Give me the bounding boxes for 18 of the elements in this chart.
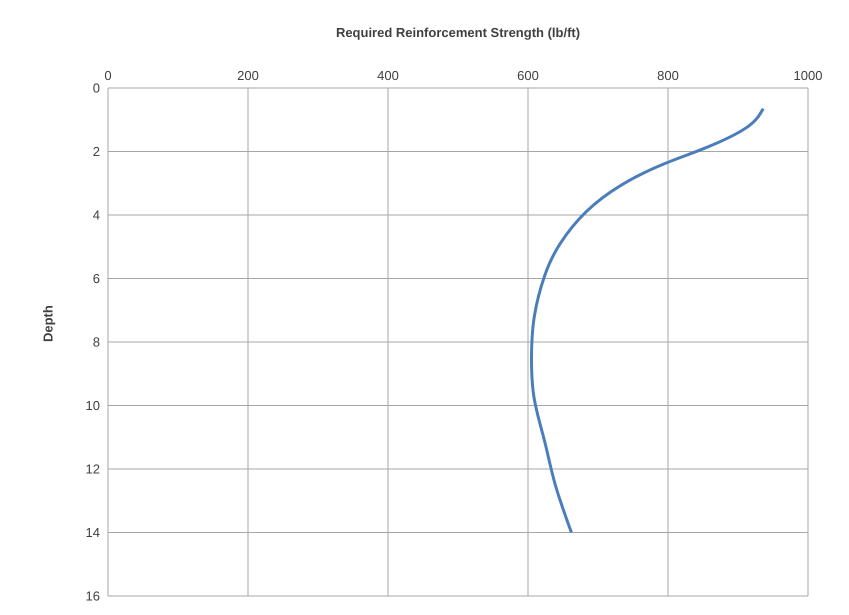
y-tick-label: 10 — [86, 398, 100, 414]
y-tick-label: 2 — [92, 144, 100, 160]
x-axis-title: Required Reinforcement Strength (lb/ft) — [336, 25, 580, 40]
y-tick-label: 16 — [86, 588, 100, 604]
x-tick-label: 1000 — [794, 68, 822, 83]
y-tick-label: 12 — [86, 462, 100, 477]
y-tick-label: 0 — [92, 80, 100, 96]
x-tick-label: 600 — [517, 68, 539, 83]
y-tick-label: 6 — [92, 271, 100, 286]
y-axis-title: Depth — [40, 305, 56, 342]
x-tick-label: 200 — [237, 68, 259, 83]
line-series — [530, 107, 765, 534]
y-tick-label: 8 — [92, 334, 100, 350]
x-tick-label: 400 — [377, 68, 399, 83]
x-tick-label: 800 — [657, 68, 679, 83]
x-tick-label: 0 — [104, 68, 112, 83]
y-tick-label: 14 — [86, 525, 100, 540]
y-tick-label: 4 — [92, 208, 100, 223]
